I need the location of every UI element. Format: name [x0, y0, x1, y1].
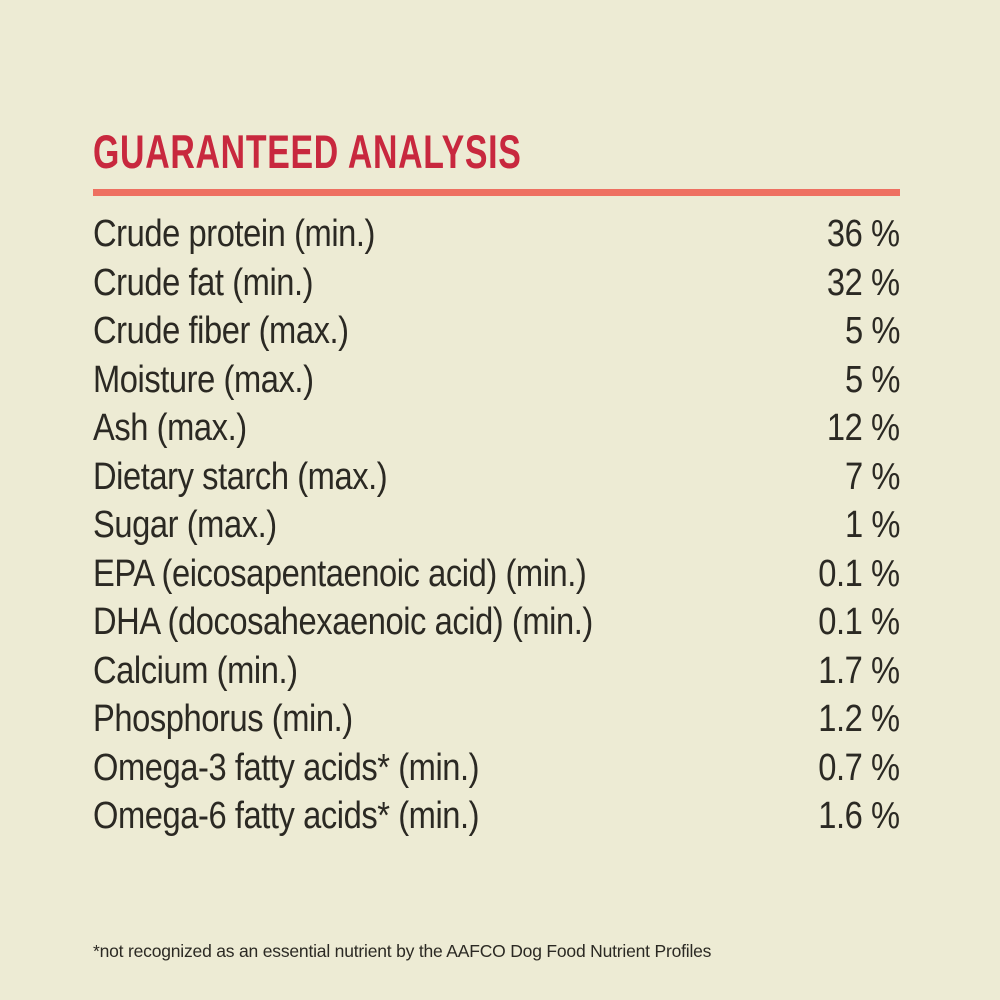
nutrient-value: 5 % — [844, 358, 900, 401]
nutrient-value: 1.6 % — [818, 795, 901, 838]
nutrient-name: Ash (max.) — [93, 407, 247, 450]
table-row: Crude protein (min.) 36 % — [93, 210, 900, 259]
table-row: DHA (docosahexaenoic acid) (min.) 0.1 % — [93, 598, 900, 647]
nutrient-value: 5 % — [844, 310, 900, 353]
table-row: Omega-6 fatty acids* (min.) 1.6 % — [93, 792, 900, 841]
nutrient-name: Crude protein (min.) — [93, 213, 375, 256]
nutrient-name: Sugar (max.) — [93, 504, 277, 547]
table-row: Moisture (max.) 5 % — [93, 356, 900, 405]
nutrient-name: EPA (eicosapentaenoic acid) (min.) — [93, 552, 587, 595]
nutrient-name: Omega-3 fatty acids* (min.) — [93, 746, 480, 789]
table-row: Omega-3 fatty acids* (min.) 0.7 % — [93, 744, 900, 793]
nutrient-name: Moisture (max.) — [93, 358, 314, 401]
nutrient-value: 1.7 % — [818, 649, 901, 692]
nutrient-value: 32 % — [827, 261, 900, 304]
nutrient-name: DHA (docosahexaenoic acid) (min.) — [93, 601, 593, 644]
page-title: GUARANTEED ANALYSIS — [93, 128, 900, 175]
title-divider — [93, 189, 900, 196]
table-row: Calcium (min.) 1.7 % — [93, 647, 900, 696]
nutrient-value: 12 % — [827, 407, 900, 450]
nutrient-name: Crude fiber (max.) — [93, 310, 349, 353]
nutrient-value: 0.1 % — [818, 601, 901, 644]
footnote: *not recognized as an essential nutrient… — [93, 940, 712, 961]
nutrient-value: 1.2 % — [818, 698, 901, 741]
table-row: Ash (max.) 12 % — [93, 404, 900, 453]
analysis-table: Crude protein (min.) 36 % Crude fat (min… — [93, 210, 900, 841]
nutrient-name: Omega-6 fatty acids* (min.) — [93, 795, 480, 838]
table-row: EPA (eicosapentaenoic acid) (min.) 0.1 % — [93, 550, 900, 599]
table-row: Phosphorus (min.) 1.2 % — [93, 695, 900, 744]
table-row: Sugar (max.) 1 % — [93, 501, 900, 550]
nutrient-name: Phosphorus (min.) — [93, 698, 353, 741]
nutrient-name: Calcium (min.) — [93, 649, 298, 692]
nutrient-value: 1 % — [844, 504, 900, 547]
table-row: Crude fiber (max.) 5 % — [93, 307, 900, 356]
nutrient-value: 7 % — [844, 455, 900, 498]
nutrient-name: Crude fat (min.) — [93, 261, 314, 304]
nutrient-value: 0.1 % — [818, 552, 901, 595]
page-title-text: GUARANTEED ANALYSIS — [93, 125, 522, 178]
table-row: Crude fat (min.) 32 % — [93, 259, 900, 308]
table-row: Dietary starch (max.) 7 % — [93, 453, 900, 502]
nutrient-value: 36 % — [827, 213, 900, 256]
nutrient-name: Dietary starch (max.) — [93, 455, 388, 498]
nutrient-value: 0.7 % — [818, 746, 901, 789]
